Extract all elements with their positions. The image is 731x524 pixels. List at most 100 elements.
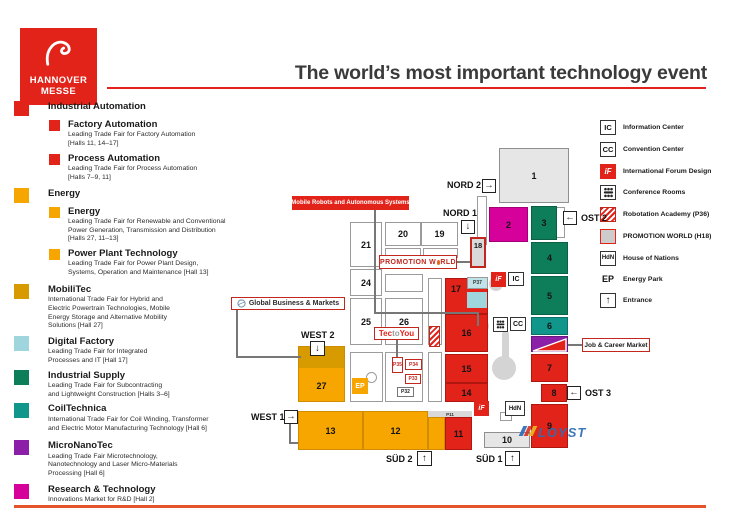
callout-global-business-markets: Global Business & Markets [231,297,345,310]
p35-parking: P35 [392,357,403,373]
legend-item-desc: Leading Trade Fair for Subcontracting an… [48,382,170,398]
legend-item-label: Digital Factory [48,335,114,347]
gate-west1-label: WEST 1 [251,412,285,422]
hall-7: 7 [531,354,568,382]
legend-item-power-plant-technology: Power Plant Technology Leading Trade Fai… [49,248,292,278]
p32-parking: P32 [397,387,414,397]
watermark-logo: LOYST [518,423,586,441]
color-swatch [49,153,60,165]
footer-rule [14,505,706,508]
gate-connector [289,442,298,444]
gate-nord2-arrow-icon: → [482,179,496,193]
color-swatch [14,369,29,385]
callout-connector [457,261,470,263]
legend-item-micronanotec: MicroNanoTec Leading Trade Fair Microtec… [14,440,292,478]
gate-ost3-arrow-icon: ← [567,386,581,400]
callout-connector [396,340,398,360]
convention-center-map-icon: CC [510,317,526,331]
hall-18-promotion-world: 18 [470,237,486,268]
category-legend: Industrial Automation Factory Automation… [14,101,292,505]
legend-item-desc: International Trade Fair for Hybrid and … [48,296,170,330]
round-pavilion [366,372,377,383]
if-design-map-icon: iF [491,272,506,287]
legend-group-label: Energy [48,187,81,199]
legend-row-promotion-world: PROMOTION WORLD (H18) [600,228,731,244]
gate-west2-arrow-icon: ↓ [310,341,325,356]
legend-row-international-forum-design: iF International Forum Design [600,163,731,179]
legend-item-desc: Leading Trade Fair Microtechnology, Nano… [48,452,178,477]
legend-item-label: Research & Technology [48,483,156,495]
legend-item-label: MicroNanoTec [48,440,113,452]
gate-ost2-arrow-icon: ← [563,211,577,225]
building-outline [428,352,442,402]
p34-parking: P34 [405,359,422,370]
legend-item-digital-factory: Digital Factory Leading Trade Fair for I… [14,335,292,366]
legend-group-industrial-automation: Industrial Automation [14,101,292,116]
hall-24: 24 [350,269,382,296]
skywalk-plaza [492,356,516,380]
title-underline [107,87,706,89]
legend-row-conference-rooms: Conference Rooms [600,184,731,200]
legend-row-robotation-academy: Robotation Academy (P36) [600,206,731,222]
legend-item-desc: International Trade Fair for Coil Windin… [48,415,209,432]
legend-item-desc: Leading Trade Fair for Power Plant Desig… [68,260,209,277]
hall-3: 3 [531,206,557,240]
callout-promotion-world: PROMOTION W RLD [379,255,457,269]
legend-group-label: Industrial Automation [48,101,146,112]
legend-item-research-technology: Research & Technology Innovations Market… [14,483,292,505]
color-swatch [14,283,29,299]
job-career-market-area [532,338,567,352]
hall-11: 11 [445,417,472,450]
watermark-icon [518,423,538,441]
legend-item-coiltechnica: CoilTechnica International Trade Fair fo… [14,403,292,433]
gate-nord1-label: NORD 1 [442,208,477,218]
legend-row-convention-center: CC Convention Center [600,141,731,157]
legend-row-information-center: IC Information Center [600,119,731,135]
hall-12: 12 [363,411,428,450]
legend-item-label: Process Automation [68,152,161,164]
conference-rooms-map-icon [493,317,508,332]
legend-item-label: Industrial Supply [48,369,126,381]
legend-group-energy: Energy [14,187,292,203]
color-swatch [49,120,60,131]
legend-item-label: MobiliTec [48,283,92,295]
hall-10: 10 [484,432,530,448]
gate-sued1-label: SÜD 1 [476,454,503,464]
legend-item-desc: Leading Trade Fair for Renewable and Con… [68,217,226,243]
legend-item-process-automation: Process Automation Leading Trade Fair fo… [49,153,292,183]
if-design-map-icon: iF [474,401,489,416]
gate-nord1-arrow-icon: ↓ [461,220,475,234]
hall-20: 20 [385,222,421,246]
legend-item-factory-automation: Factory Automation Leading Trade Fair fo… [49,119,292,149]
color-swatch [14,335,29,351]
gate-ost3-label: OST 3 [585,388,612,398]
convention-center-icon: CC [600,141,616,157]
legend-item-label: Power Plant Technology [68,247,178,259]
skywalk-bridge [502,331,509,365]
promotion-world-dot-icon [436,259,440,265]
legend-item-desc: Leading Trade Fair for Integrated Proces… [48,348,148,364]
hall-13: 13 [298,411,363,450]
callout-connector [374,210,376,313]
hall-4: 4 [531,242,568,274]
legend-item-industrial-supply: Industrial Supply Leading Trade Fair for… [14,369,292,400]
hall-14: 14 [445,383,488,402]
legend-item-desc: Leading Trade Fair for Factory Automatio… [68,131,196,148]
if-design-icon: iF [600,163,616,179]
callout-job-career-market: Job & Career Market [582,338,650,352]
legend-item-label: Energy [68,205,101,217]
hannover-messe-logo: HANNOVER MESSE [20,28,97,105]
color-swatch [14,440,29,456]
globe-icon [237,299,246,308]
gate-ost2-label: OST 2 [581,213,608,223]
color-swatch [14,403,29,419]
legend-item-label: Factory Automation [68,119,158,130]
hall-2: 2 [489,207,528,242]
robotation-academy-icon [600,206,616,222]
callout-connector [374,312,478,314]
gate-sued2-label: SÜD 2 [386,454,413,464]
page-title: The world’s most important technology ev… [294,62,707,84]
hall-19: 19 [421,222,458,246]
gate-nord2-label: NORD 2 [446,180,481,190]
hall-11-annex [428,417,445,450]
